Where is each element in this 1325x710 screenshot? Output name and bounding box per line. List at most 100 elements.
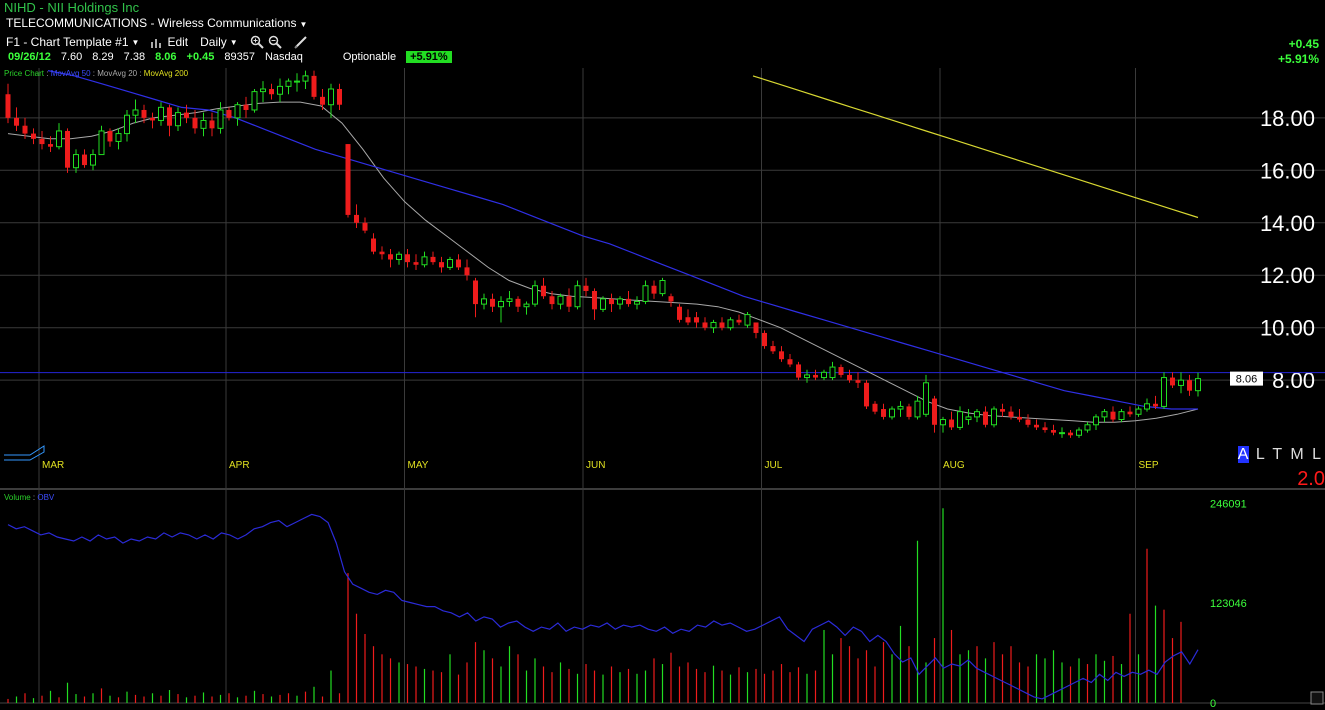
candle-body	[82, 154, 87, 166]
candle-body	[1161, 377, 1167, 407]
candle-body	[1127, 411, 1133, 415]
candle-body	[294, 80, 300, 83]
candle-body	[379, 251, 385, 255]
legend-ma50[interactable]: MovAvg 50	[50, 69, 91, 78]
legend-price-chart[interactable]: Price Chart	[4, 69, 45, 78]
candle-body	[175, 112, 181, 127]
candle-body	[923, 382, 929, 415]
candle-body	[405, 254, 410, 263]
candle-body	[685, 317, 691, 323]
candle-body	[583, 285, 589, 291]
period-dropdown[interactable]: Daily ▼	[200, 35, 238, 49]
candle-body	[736, 319, 742, 323]
candle-body	[549, 296, 555, 305]
zoom-in-icon	[250, 35, 264, 49]
candle-body	[847, 374, 852, 381]
candle-body	[209, 120, 215, 129]
price-tick-label: 8.00	[1272, 368, 1315, 393]
quote-exchange: Nasdaq	[264, 51, 303, 63]
edit-button[interactable]: Edit	[151, 35, 188, 49]
candle-body	[897, 405, 904, 410]
candle-body	[1187, 380, 1192, 391]
candle-body	[439, 262, 444, 268]
quote-date: 09/26/12	[8, 51, 51, 63]
right-pct-change: +5.91%	[1277, 52, 1319, 66]
draw-tool-button[interactable]	[294, 35, 308, 49]
legend-ma20[interactable]: MovAvg 20	[97, 69, 138, 78]
right-change-panel: +0.45 +5.91%	[1278, 37, 1319, 67]
candle-body	[864, 382, 869, 407]
ma200-line	[752, 75, 1199, 219]
candle-body	[1008, 411, 1014, 417]
candle-body	[430, 256, 436, 263]
candle-body	[226, 109, 232, 118]
candle-body	[48, 144, 53, 147]
sub-number: 2.0	[1297, 468, 1325, 490]
chart-toolbar: F1 - Chart Template #1 ▼ Edit Daily ▼	[6, 34, 308, 50]
candle-body	[217, 109, 224, 129]
candle-body	[251, 91, 258, 111]
candle-body	[285, 80, 292, 87]
volume-legend: Volume : OBV	[4, 493, 55, 502]
candle-body	[320, 96, 325, 105]
candle-body	[388, 254, 393, 260]
candle-body	[1084, 424, 1091, 431]
candle-body	[269, 88, 274, 95]
candle-body	[22, 125, 28, 134]
candle-body	[617, 298, 623, 305]
zoom-in-button[interactable]	[250, 35, 264, 49]
candle-body	[1051, 430, 1056, 433]
month-label: SEP	[1139, 460, 1159, 471]
candle-body	[132, 109, 139, 116]
template-label: F1 - Chart Template #1	[6, 35, 129, 49]
quote-change: +0.45	[186, 51, 215, 63]
legend-ma200[interactable]: MovAvg 200	[143, 69, 189, 78]
month-label: AUG	[943, 460, 965, 471]
candle-body	[855, 380, 861, 383]
month-label: JUL	[765, 460, 783, 471]
quote-bar: 09/26/12 7.60 8.29 7.38 8.06 +0.45 89357…	[8, 51, 452, 63]
candle-body	[65, 130, 70, 168]
chevron-down-icon: ▼	[229, 37, 238, 47]
candle-body	[1118, 411, 1125, 421]
altml-indicator[interactable]: A L T M L	[1237, 446, 1323, 464]
legend-volume[interactable]: Volume	[4, 493, 31, 502]
candle-body	[396, 253, 402, 261]
right-change: +0.45	[1288, 37, 1319, 51]
candle-body	[813, 374, 818, 378]
ma20-line	[7, 101, 1199, 423]
left-marker	[4, 445, 45, 461]
zoom-out-button[interactable]	[268, 35, 282, 49]
candle-body	[1068, 432, 1073, 436]
industry-selector[interactable]: TELECOMMUNICATIONS - Wireless Communicat…	[6, 16, 307, 30]
quote-optionable: Optionable	[342, 51, 397, 63]
candle-body	[481, 298, 487, 305]
candle-body	[337, 88, 342, 105]
chevron-down-icon: ▼	[131, 37, 140, 47]
volume-tick-label: 0	[1210, 698, 1216, 710]
candle-body	[821, 371, 827, 379]
symbol-title: NIHD - NII Holdings Inc	[4, 0, 140, 15]
candle-body	[838, 367, 844, 375]
quote-open: 7.60	[60, 51, 83, 63]
pencil-icon	[294, 35, 308, 49]
candle-body	[107, 130, 113, 142]
obv-line	[7, 513, 1199, 700]
candle-body	[983, 411, 988, 425]
legend-obv[interactable]: OBV	[37, 493, 55, 502]
candle-body	[1110, 411, 1116, 420]
candle-body	[1059, 432, 1065, 435]
candle-body	[1025, 419, 1031, 425]
candle-body	[345, 144, 351, 215]
candle-body	[421, 256, 428, 266]
candle-body	[73, 154, 79, 169]
candle-body	[150, 117, 155, 121]
candle-body	[753, 322, 759, 333]
price-tick-label: 18.00	[1260, 106, 1315, 131]
template-dropdown[interactable]: F1 - Chart Template #1 ▼	[6, 35, 139, 49]
candle-body	[702, 322, 708, 328]
candle-body	[56, 130, 62, 148]
candle-body	[1076, 429, 1082, 436]
candle-body	[1000, 409, 1005, 412]
